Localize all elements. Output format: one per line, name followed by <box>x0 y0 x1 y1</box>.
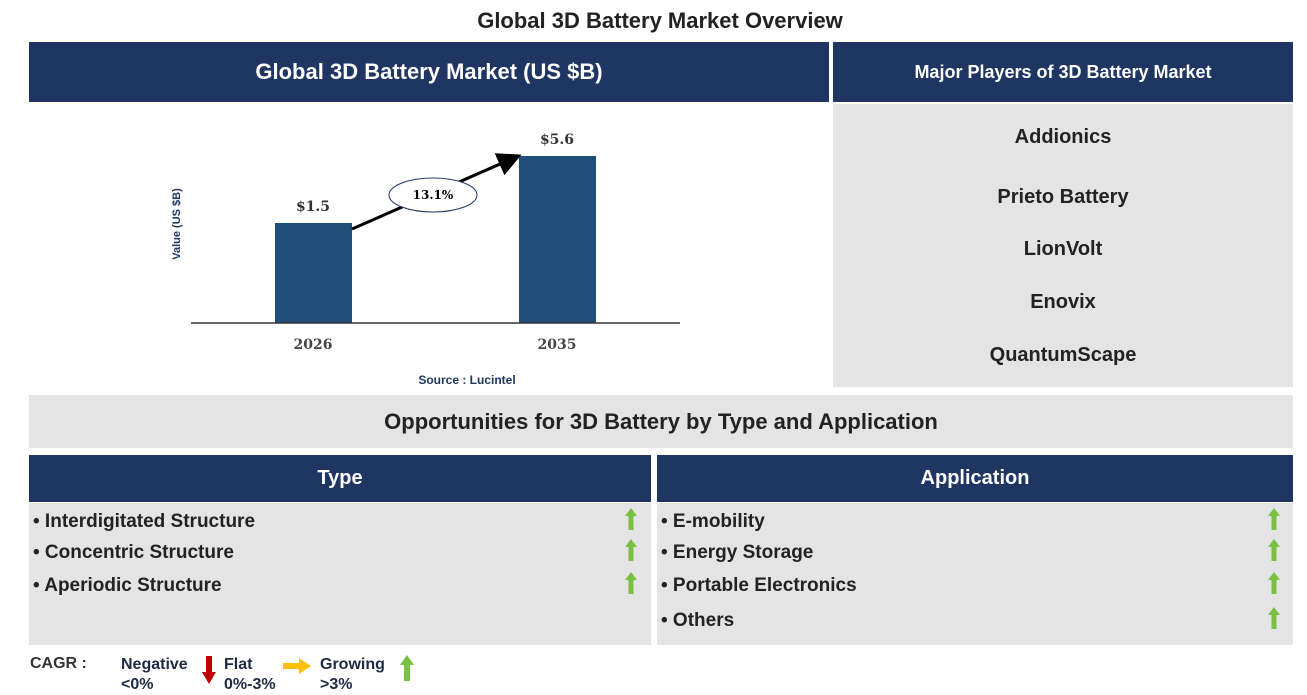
arrow-up-icon <box>1268 607 1280 629</box>
player: Enovix <box>1030 291 1096 313</box>
cagr-ellipse <box>388 177 478 213</box>
applications-item: • Energy Storage <box>661 542 814 563</box>
page-title: Global 3D Battery Market Overview <box>477 8 843 33</box>
arrow-up-icon <box>1268 508 1280 530</box>
legend-growing: Growing >3% <box>320 655 385 695</box>
x-tick-label: 2026 <box>294 337 333 353</box>
legend-negative-range: <0% <box>121 676 154 693</box>
y-axis-label: Value (US $B) <box>171 188 183 260</box>
types-item: • Interdigitated Structure <box>33 511 256 532</box>
player: Prieto Battery <box>997 186 1129 208</box>
players-header: Major Players of 3D Battery Market <box>833 42 1293 102</box>
legend-negative-label: Negative <box>121 656 188 673</box>
legend-growing-label: Growing <box>320 656 385 673</box>
arrow-up-icon <box>1268 572 1280 594</box>
arrow-right-icon <box>283 658 311 674</box>
bar-2035 <box>519 155 596 323</box>
market-header: Global 3D Battery Market (US $B) <box>29 42 829 102</box>
application-panel <box>657 503 1293 645</box>
data-label: $5.6 <box>540 132 574 148</box>
data-label: $1.5 <box>296 199 330 215</box>
application-header: Application <box>657 455 1293 502</box>
legend-negative: Negative <0% <box>121 655 188 695</box>
legend-growing-range: >3% <box>320 676 353 693</box>
legend-flat-label: Flat <box>224 656 253 673</box>
source-label: Source : Lucintel <box>418 373 515 387</box>
arrow-up-icon <box>400 655 414 681</box>
opportunities-title: Opportunities for 3D Battery by Type and… <box>29 395 1293 448</box>
arrow-up-icon <box>625 572 637 594</box>
arrow-down-icon <box>202 656 216 684</box>
player: Addionics <box>1014 126 1112 148</box>
player: LionVolt <box>1023 238 1103 260</box>
types-item: • Aperiodic Structure <box>33 575 222 596</box>
market-chart: Value (US $B) $1.5 2026 $5.6 2035 13.1% Sou… <box>171 132 680 387</box>
applications-item: • E-mobility <box>661 511 765 532</box>
players-panel <box>833 104 1293 387</box>
cagr-label: 13.1% <box>413 188 454 202</box>
legend-flat-range: 0%-3% <box>224 676 276 693</box>
type-panel <box>29 503 651 645</box>
x-tick-label: 2035 <box>538 337 577 353</box>
applications-item: • Others <box>661 610 735 631</box>
player: QuantumScape <box>989 344 1137 366</box>
applications-item: • Portable Electronics <box>661 575 857 596</box>
legend-cagr: CAGR : <box>30 655 87 672</box>
type-header: Type <box>29 455 651 502</box>
types-item: • Concentric Structure <box>33 542 234 563</box>
arrow-up-icon <box>625 508 637 530</box>
legend-flat: Flat 0%-3% <box>224 655 276 695</box>
arrow-up-icon <box>1268 539 1280 561</box>
arrow-up-icon <box>625 539 637 561</box>
bar-2026 <box>275 222 352 323</box>
